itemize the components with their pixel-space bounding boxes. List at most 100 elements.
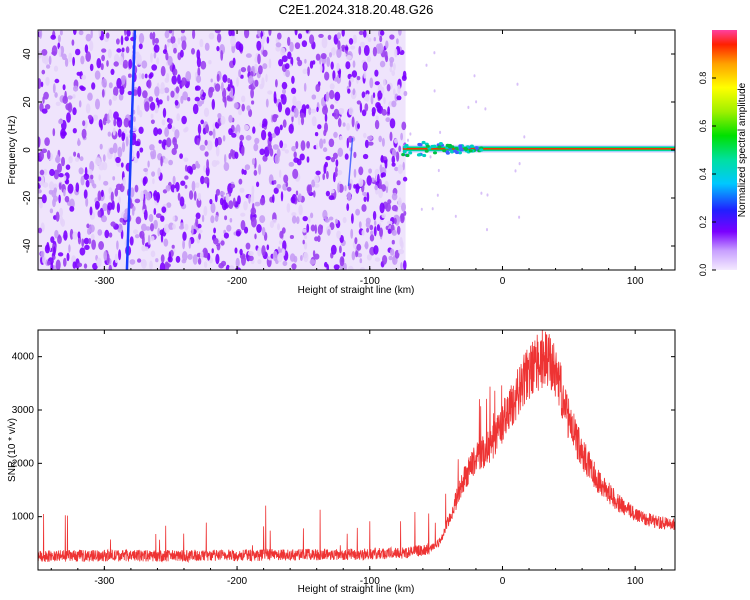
noise-blob <box>333 131 338 138</box>
noise-blob <box>379 60 386 68</box>
noise-blob <box>303 251 309 263</box>
noise-blob <box>153 219 158 230</box>
noise-blob <box>374 257 381 262</box>
x-tick-label: 0 <box>500 276 506 287</box>
noise-blob <box>315 53 321 61</box>
noise-blob <box>379 202 385 214</box>
noise-blob <box>286 186 292 192</box>
noise-blob <box>358 221 362 229</box>
noise-blob <box>204 151 209 157</box>
noise-blob <box>243 226 249 234</box>
noise-blob <box>150 113 154 119</box>
noise-blob <box>335 159 339 167</box>
noise-blob <box>265 98 269 108</box>
noise-blob <box>148 96 154 102</box>
noise-blob <box>78 167 84 175</box>
noise-blob <box>91 239 96 250</box>
noise-blob <box>214 30 221 34</box>
noise-blob <box>89 40 94 52</box>
noise-blob <box>215 188 221 196</box>
noise-blob <box>108 187 113 195</box>
noise-blob <box>275 42 282 48</box>
noise-blob <box>337 147 344 157</box>
noise-blob <box>353 151 357 159</box>
snr-y-axis: 1000 2000 3000 4000 <box>12 352 675 523</box>
noise-blob <box>55 211 60 222</box>
noise-blob <box>400 213 405 222</box>
noise-blob <box>153 208 157 215</box>
noise-blob <box>291 87 297 95</box>
noise-blob <box>120 75 126 85</box>
noise-blob <box>285 181 289 188</box>
noise-blob <box>63 257 67 267</box>
noise-blob <box>303 242 308 250</box>
noise-blob <box>136 104 140 116</box>
noise-blob <box>164 263 171 268</box>
noise-blob <box>247 75 254 85</box>
noise-blob <box>101 78 107 88</box>
noise-blob <box>248 255 254 262</box>
noise-blob <box>48 55 52 65</box>
noise-blob <box>108 232 113 238</box>
noise-blob <box>344 185 347 192</box>
noise-blob <box>361 109 367 117</box>
noise-blob <box>384 160 388 169</box>
noise-blob <box>144 246 149 251</box>
noise-blob <box>138 126 144 134</box>
noise-blob <box>172 175 176 185</box>
noise-blob <box>272 114 279 119</box>
noise-blob <box>196 137 200 146</box>
noise-blob <box>44 244 51 254</box>
noise-blob <box>177 74 181 85</box>
noise-blob <box>232 197 236 207</box>
noise-blob <box>219 191 225 196</box>
noise-blob <box>128 59 133 69</box>
y-tick-label: 4000 <box>12 352 35 363</box>
noise-blob <box>378 42 384 54</box>
noise-blob <box>330 61 334 70</box>
noise-blob <box>53 169 60 180</box>
noise-blob <box>276 148 281 158</box>
noise-blob <box>79 247 86 256</box>
noise-blob <box>120 35 124 46</box>
noise-blob <box>287 51 292 60</box>
noise-blob <box>305 104 310 109</box>
noise-blob <box>186 165 193 174</box>
x-tick-label: -200 <box>227 576 247 587</box>
signal-blob <box>405 153 410 158</box>
noise-blob <box>276 184 282 189</box>
noise-blob <box>214 137 219 148</box>
signal-blob <box>404 143 409 148</box>
noise-blob <box>293 151 297 159</box>
noise-blob <box>241 145 245 157</box>
noise-blob <box>203 205 208 217</box>
noise-blob <box>377 90 383 100</box>
noise-blob <box>41 69 46 75</box>
noise-blob <box>195 217 199 227</box>
noise-blob <box>151 64 158 71</box>
noise-blob <box>133 116 136 123</box>
noise-blob <box>216 243 221 251</box>
signal-blob <box>445 151 450 155</box>
noise-blob <box>379 164 383 173</box>
noise-blob <box>402 161 405 171</box>
noise-blob <box>61 53 67 61</box>
noise-blob <box>88 238 92 245</box>
noise-blob <box>44 137 50 147</box>
noise-blob <box>396 151 400 162</box>
noise-blob <box>392 254 396 265</box>
noise-blob <box>314 236 319 242</box>
noise-blob <box>251 100 255 105</box>
noise-blob <box>347 88 351 94</box>
noise-blob <box>329 52 332 58</box>
noise-blob <box>197 192 202 201</box>
noise-blob <box>282 240 287 252</box>
noise-blob <box>139 147 144 153</box>
noise-blob <box>84 244 90 250</box>
noise-blob <box>113 118 117 127</box>
noise-blob <box>133 157 139 164</box>
noise-blob <box>157 227 160 237</box>
noise-speckle <box>431 207 434 211</box>
